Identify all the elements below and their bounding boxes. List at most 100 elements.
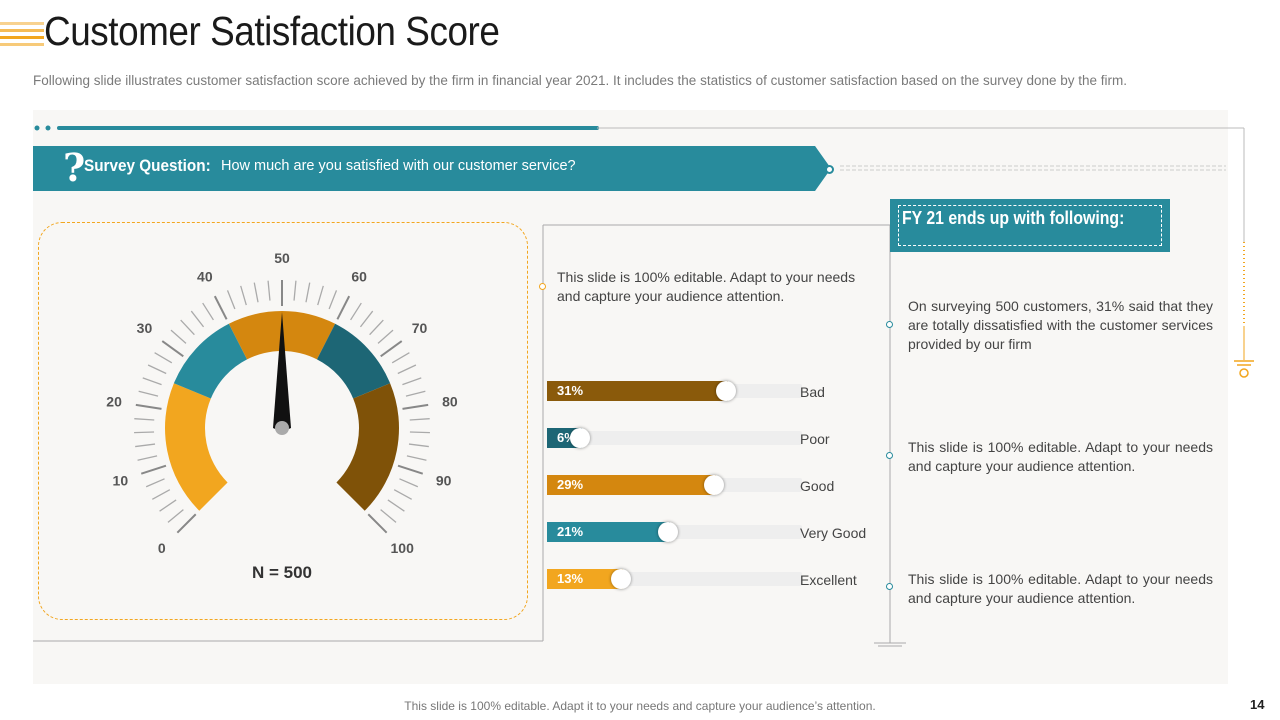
- gauge-tick: [402, 403, 429, 410]
- gauge-scale-label: 40: [197, 269, 213, 285]
- gauge-tick: [137, 455, 158, 461]
- bar-value-label: 21%: [557, 524, 584, 539]
- bar-knob: [657, 522, 678, 542]
- title-accent: [0, 22, 44, 52]
- timeline-dot-3: [886, 583, 893, 590]
- page-title: Customer Satisfaction Score: [44, 8, 500, 54]
- gauge-tick: [387, 499, 405, 512]
- gauge-tick: [397, 464, 424, 475]
- gauge-tick: [161, 340, 184, 358]
- gauge-scale-label: 100: [391, 540, 415, 556]
- gauge-tick: [377, 329, 394, 344]
- fy-summary-header: FY 21 ends up with following:: [890, 199, 1170, 252]
- bar-value-label: 13%: [557, 571, 584, 586]
- gauge-scale-label: 60: [351, 269, 367, 285]
- gauge-tick: [406, 455, 427, 461]
- gauge-tick: [359, 310, 374, 328]
- gauge-tick: [405, 390, 426, 397]
- banner-end-dot: [825, 165, 834, 174]
- question-icon: ?: [63, 145, 86, 190]
- summary-note-2: This slide is 100% editable. Adapt to yo…: [908, 439, 1213, 474]
- bar-knob: [570, 428, 590, 448]
- gauge-tick: [328, 290, 338, 310]
- gauge-scale-label: 20: [106, 393, 122, 409]
- gauge-tick: [138, 390, 159, 397]
- timeline-dot-2: [886, 452, 893, 459]
- page-subtitle: Following slide illustrates customer sat…: [33, 73, 1128, 88]
- bar-category-label: Good: [800, 478, 835, 494]
- gauge-scale-label: 90: [436, 473, 452, 489]
- bar-value-label: 31%: [557, 383, 584, 398]
- gauge-tick: [134, 431, 155, 434]
- gauge-tick: [267, 280, 271, 301]
- gauge-tick: [399, 478, 419, 488]
- gauge-container: [38, 222, 528, 620]
- gauge-tick: [180, 319, 195, 336]
- gauge-tick: [159, 499, 177, 512]
- summary-note-1: On surveying 500 customers, 31% said tha…: [908, 298, 1213, 352]
- bar-category-label: Poor: [800, 431, 830, 447]
- fy-summary-border: [898, 205, 1162, 246]
- gauge-tick: [226, 290, 236, 310]
- footer-text: This slide is 100% editable. Adapt it to…: [404, 699, 876, 713]
- gauge-tick: [142, 377, 162, 386]
- survey-question-text: How much are you satisfied with our cust…: [221, 158, 576, 174]
- gauge-tick: [305, 282, 311, 303]
- bar-note-dot: [539, 283, 546, 290]
- page-number: 14: [1250, 697, 1265, 712]
- gauge-tick: [170, 329, 187, 344]
- gauge-tick: [213, 295, 228, 320]
- gauge-tick: [140, 464, 167, 475]
- gauge-scale-label: 70: [412, 320, 428, 336]
- fy-summary-heading: FY 21 ends up with following:: [902, 208, 1125, 228]
- gauge-tick: [293, 280, 297, 301]
- gauge-segment-orange: [165, 383, 228, 511]
- gauge-segment-dark-teal: [316, 323, 391, 399]
- gauge-tick: [167, 509, 184, 523]
- gauge-tick: [135, 403, 162, 410]
- gauge-tick: [350, 302, 362, 321]
- gauge-tick: [154, 352, 173, 364]
- gauge-needle: [273, 312, 291, 432]
- gauge-scale-label: 50: [274, 250, 290, 266]
- gauge-tick: [135, 443, 156, 448]
- bar-fill: 13%: [547, 569, 623, 589]
- gauge-scale-label: 30: [137, 320, 153, 336]
- bar-fill: 29%: [547, 475, 717, 495]
- gauge-tick: [202, 302, 214, 321]
- gauge-scale-label: 0: [158, 540, 166, 556]
- gauge-tick: [147, 364, 167, 375]
- bar-category-label: Bad: [800, 384, 825, 400]
- gauge-tick: [336, 295, 351, 320]
- satisfaction-gauge: 0 10 20 30 40 50 60 70 80 90 100: [106, 250, 458, 556]
- timeline-dot-1: [886, 321, 893, 328]
- gauge-tick: [380, 509, 397, 523]
- gauge-tick: [380, 340, 403, 358]
- bar-category-label: Excellent: [800, 572, 857, 588]
- gauge-scale-label: 10: [113, 473, 129, 489]
- gauge-tick: [367, 513, 388, 534]
- gauge-tick: [253, 282, 259, 303]
- gauge-tick: [134, 418, 155, 421]
- gauge-tick: [402, 377, 422, 386]
- survey-question-banner: ? Survey Question: How much are you sati…: [33, 146, 831, 191]
- bar-fill: 21%: [547, 522, 670, 542]
- gauge-tick: [151, 489, 171, 500]
- survey-question-label: Survey Question:: [84, 156, 211, 175]
- bar-track: [547, 431, 802, 445]
- bar-value-label: 29%: [557, 477, 584, 492]
- gauge-scale-label: 80: [442, 393, 458, 409]
- sample-size-label: N = 500: [251, 563, 312, 582]
- bar-note-text: This slide is 100% editable. Adapt to yo…: [557, 269, 856, 304]
- gauge-tick: [190, 310, 205, 328]
- bar-category-label: Very Good: [800, 525, 867, 541]
- gauge-needle-pivot: [275, 421, 289, 435]
- gauge-tick: [408, 443, 429, 448]
- gauge-tick: [409, 418, 430, 421]
- gauge-tick: [176, 513, 197, 534]
- gauge-tick: [240, 285, 247, 306]
- gauge-tick: [391, 352, 410, 364]
- gauge-segment-teal: [173, 323, 248, 399]
- gauge-tick: [393, 489, 413, 500]
